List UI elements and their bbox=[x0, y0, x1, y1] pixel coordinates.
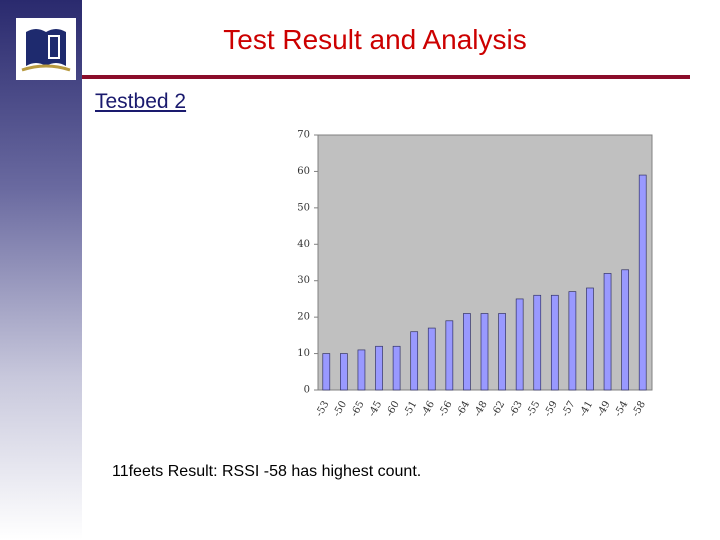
x-tick-label: -60 bbox=[384, 399, 402, 418]
sidebar bbox=[0, 0, 82, 540]
x-tick-label: -58 bbox=[630, 399, 648, 418]
x-tick-label: -53 bbox=[314, 399, 332, 418]
bar bbox=[480, 313, 489, 391]
bar bbox=[638, 174, 647, 391]
bar bbox=[498, 313, 506, 391]
bar bbox=[322, 353, 331, 391]
slide-title: Test Result and Analysis bbox=[223, 24, 527, 55]
caption: 11feets Result: RSSI -58 has highest cou… bbox=[112, 463, 422, 480]
bar bbox=[375, 345, 383, 391]
bar bbox=[550, 294, 559, 391]
x-tick-label: -57 bbox=[560, 399, 578, 418]
y-tick-label: 20 bbox=[297, 312, 310, 323]
x-tick-label: -65 bbox=[349, 399, 367, 418]
x-tick-label: -62 bbox=[490, 399, 508, 418]
x-tick-label: -51 bbox=[402, 399, 420, 418]
bar bbox=[621, 269, 629, 391]
bar bbox=[357, 349, 366, 391]
bar bbox=[603, 273, 612, 391]
x-tick-label: -54 bbox=[613, 399, 631, 418]
bar bbox=[533, 294, 542, 391]
x-tick-label: -56 bbox=[437, 399, 455, 418]
bar bbox=[445, 320, 454, 391]
bar bbox=[340, 353, 348, 391]
bar bbox=[410, 331, 419, 391]
y-tick-label: 40 bbox=[297, 239, 310, 250]
bar bbox=[586, 287, 594, 391]
x-tick-label: -48 bbox=[472, 399, 490, 418]
y-tick-label: 50 bbox=[297, 202, 310, 213]
heading: Testbed 2 bbox=[95, 90, 187, 113]
y-tick-label: 0 bbox=[304, 385, 310, 396]
x-tick-label: -64 bbox=[455, 399, 473, 418]
y-tick-label: 10 bbox=[297, 348, 310, 359]
x-tick-label: -59 bbox=[542, 399, 560, 418]
bar bbox=[568, 291, 577, 391]
x-tick-label: -50 bbox=[332, 399, 350, 418]
bar bbox=[515, 298, 524, 391]
title-rule bbox=[82, 75, 690, 79]
bar bbox=[463, 313, 471, 391]
bar bbox=[392, 345, 401, 391]
logo bbox=[16, 18, 76, 80]
y-tick-label: 60 bbox=[297, 166, 310, 177]
x-tick-label: -41 bbox=[578, 399, 596, 418]
x-tick-label: -45 bbox=[367, 399, 385, 418]
x-tick-label: -46 bbox=[419, 399, 437, 418]
x-tick-label: -49 bbox=[595, 399, 613, 418]
y-tick-label: 70 bbox=[297, 130, 310, 141]
x-tick-label: -63 bbox=[507, 399, 525, 418]
x-tick-label: -55 bbox=[525, 399, 543, 418]
y-tick-label: 30 bbox=[297, 275, 310, 286]
bar bbox=[427, 327, 436, 391]
